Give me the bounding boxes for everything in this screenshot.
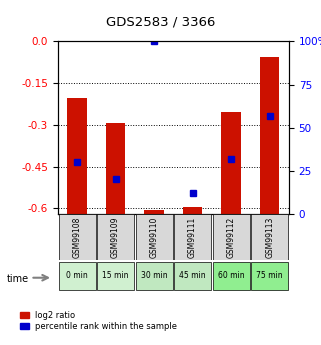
FancyBboxPatch shape xyxy=(58,214,96,260)
Text: GSM99110: GSM99110 xyxy=(150,217,159,258)
Text: GSM99113: GSM99113 xyxy=(265,217,274,258)
FancyBboxPatch shape xyxy=(97,262,134,290)
Text: 60 min: 60 min xyxy=(218,272,244,280)
Text: time: time xyxy=(6,275,29,284)
Bar xyxy=(106,124,125,214)
Text: GSM99112: GSM99112 xyxy=(227,217,236,258)
FancyBboxPatch shape xyxy=(251,262,288,290)
Text: GSM99111: GSM99111 xyxy=(188,217,197,258)
FancyBboxPatch shape xyxy=(135,214,173,260)
FancyBboxPatch shape xyxy=(213,262,250,290)
Text: 0 min: 0 min xyxy=(66,272,88,280)
FancyBboxPatch shape xyxy=(251,214,288,260)
Text: 30 min: 30 min xyxy=(141,272,167,280)
Text: 15 min: 15 min xyxy=(102,272,129,280)
Bar xyxy=(260,57,279,214)
FancyBboxPatch shape xyxy=(213,214,250,260)
FancyBboxPatch shape xyxy=(174,262,211,290)
Bar xyxy=(67,98,87,214)
Text: GSM99108: GSM99108 xyxy=(73,217,82,258)
Text: GDS2583 / 3366: GDS2583 / 3366 xyxy=(106,16,215,29)
Text: 75 min: 75 min xyxy=(256,272,283,280)
Legend: log2 ratio, percentile rank within the sample: log2 ratio, percentile rank within the s… xyxy=(20,310,177,331)
Text: GSM99109: GSM99109 xyxy=(111,216,120,258)
FancyBboxPatch shape xyxy=(174,214,211,260)
Bar xyxy=(221,112,241,214)
FancyBboxPatch shape xyxy=(58,262,96,290)
FancyBboxPatch shape xyxy=(135,262,173,290)
Bar xyxy=(144,210,164,214)
Bar xyxy=(183,207,202,214)
Text: 45 min: 45 min xyxy=(179,272,206,280)
FancyBboxPatch shape xyxy=(97,214,134,260)
